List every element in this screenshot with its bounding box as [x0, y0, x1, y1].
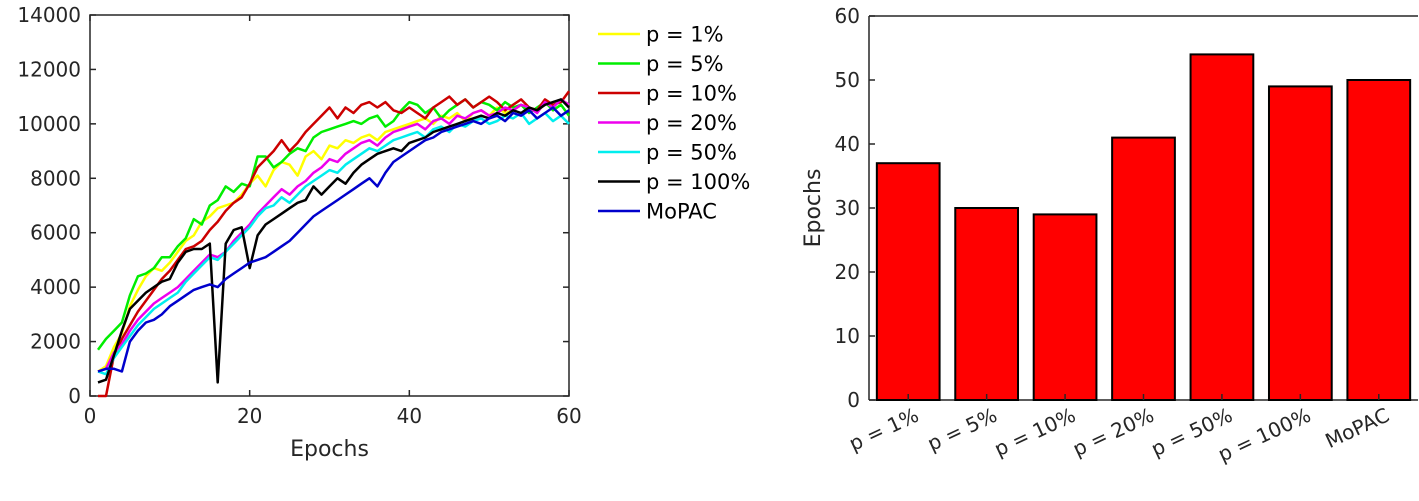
y-tick-label: 8000 [30, 166, 81, 190]
legend-label-p-10: p = 10% [646, 82, 737, 106]
legend-label-mopac: MoPAC [646, 200, 717, 224]
y-tick-label: 2000 [30, 330, 81, 354]
x-axis-title: Epochs [290, 437, 369, 462]
line-plot-box [89, 14, 570, 397]
bar-y-tick-label: 40 [835, 132, 860, 156]
y-tick-label: 12000 [17, 57, 81, 81]
series-line-p-5 [96, 98, 571, 351]
bar-x-tick-label: p = 5% [924, 403, 1001, 456]
bar-y-tick-label: 50 [835, 68, 860, 92]
bar-p-1 [875, 162, 941, 401]
bar-y-tick-label: 60 [835, 4, 860, 28]
bar-x-tick-label: p = 20% [1069, 403, 1158, 461]
series-line-p-1 [97, 98, 570, 373]
y-tick-label: 14000 [17, 3, 81, 27]
legend-label-p-50: p = 50% [646, 141, 737, 165]
series-line-p-50 [97, 111, 570, 376]
legend-label-p-5: p = 5% [646, 52, 724, 76]
bar-y-tick-label: 10 [835, 324, 860, 348]
bar-p-10 [1032, 213, 1098, 401]
bar-y-axis-title: Epochs [801, 169, 826, 248]
line-chart-legend: p = 1% p = 5% p = 10% p = 20% p = 50% p = 100… [598, 23, 750, 224]
legend-label-p-1: p = 1% [646, 23, 724, 47]
y-tick-label: 0 [68, 384, 81, 408]
x-tick-label: 0 [84, 404, 97, 428]
legend-label-p-20: p = 20% [646, 111, 737, 135]
bar-p-50 [1189, 53, 1255, 402]
series-line-p-10 [98, 90, 571, 398]
bar-p-100 [1267, 85, 1333, 402]
series-line-mopac [97, 106, 570, 373]
series-line-p-100 [97, 98, 570, 384]
bar-p-5 [954, 207, 1020, 401]
bar-y-tick-label: 0 [847, 388, 860, 412]
y-tick-label: 6000 [30, 221, 81, 245]
line-chart: 0 20 40 60 0 2000 4000 6000 8000 10000 12000 14000 E… [17, 3, 581, 462]
series-line-p-20 [97, 98, 570, 373]
y-tick-label: 10000 [17, 112, 81, 136]
bar-x-tick-label: MoPAC [1322, 403, 1393, 453]
legend-label-p-100: p = 100% [646, 170, 750, 194]
bar-mopac [1346, 79, 1412, 401]
bar-x-tick-label: p = 10% [991, 403, 1080, 461]
x-tick-label: 40 [397, 404, 422, 428]
bar-y-tick-label: 20 [835, 260, 860, 284]
x-tick-label: 60 [556, 404, 581, 428]
bar-y-tick-label: 30 [835, 196, 860, 220]
y-tick-label: 4000 [30, 275, 81, 299]
x-tick-label: 20 [237, 404, 262, 428]
bar-p-20 [1111, 136, 1176, 401]
